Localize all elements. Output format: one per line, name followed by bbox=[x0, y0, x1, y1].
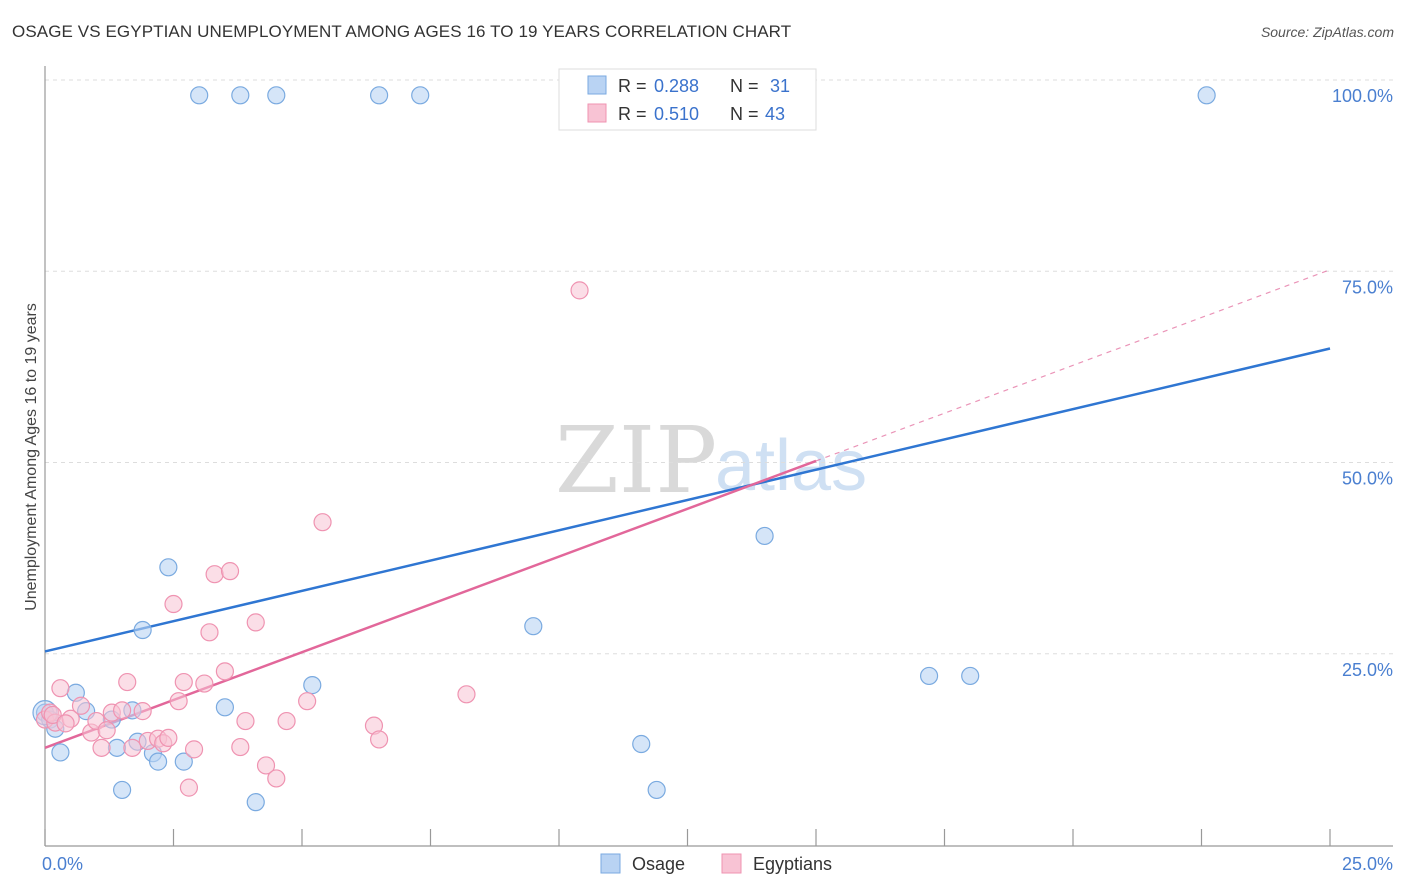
egyptians-point bbox=[256, 756, 276, 775]
osage-point bbox=[107, 738, 127, 757]
x-tick-label: 25.0% bbox=[1342, 854, 1393, 874]
source-label: Source: ZipAtlas.com bbox=[1260, 24, 1394, 40]
osage-point bbox=[411, 86, 430, 105]
osage-point bbox=[303, 676, 322, 695]
osage-point bbox=[159, 558, 178, 577]
osage-point bbox=[148, 752, 168, 771]
bottom-legend: Osage Egyptians bbox=[600, 853, 832, 874]
trend-lines bbox=[44, 269, 1331, 750]
osage-point bbox=[231, 86, 250, 105]
egyptians-point bbox=[205, 565, 224, 584]
watermark-atlas: atlas bbox=[715, 426, 867, 506]
osage-swatch bbox=[587, 75, 607, 95]
egyptians-point bbox=[370, 730, 389, 749]
egyptians-n-value: 43 bbox=[765, 104, 785, 124]
egyptians-point bbox=[112, 701, 132, 720]
legend-egyptians-swatch bbox=[721, 853, 742, 874]
tick-labels: 25.0% 50.0% 75.0% 100.0% 0.0% 25.0% bbox=[42, 86, 1393, 874]
egyptians-points bbox=[35, 281, 589, 797]
x-tick-label: 0.0% bbox=[42, 854, 83, 874]
osage-point bbox=[190, 86, 209, 105]
egyptians-point bbox=[56, 714, 75, 733]
osage-point bbox=[133, 620, 152, 640]
egyptians-point bbox=[159, 728, 178, 748]
osage-n-value: 31 bbox=[770, 76, 790, 96]
egyptians-point bbox=[97, 721, 116, 740]
egyptians-point bbox=[51, 679, 70, 698]
egyptians-trend-line bbox=[44, 459, 817, 750]
legend-osage-swatch bbox=[600, 853, 621, 874]
osage-point bbox=[524, 617, 543, 636]
y-axis-label: Unemployment Among Ages 16 to 19 years bbox=[23, 303, 40, 611]
watermark-zip: ZIP bbox=[555, 407, 717, 514]
gridlines bbox=[45, 79, 1393, 655]
egyptians-point bbox=[92, 738, 111, 757]
egyptians-point bbox=[164, 594, 183, 614]
egyptians-n-label: N = bbox=[730, 104, 759, 124]
egyptians-point bbox=[200, 623, 219, 642]
egyptians-point bbox=[246, 613, 265, 632]
egyptians-point bbox=[179, 778, 199, 797]
legend-osage-label: Osage bbox=[632, 854, 685, 874]
egyptians-point bbox=[457, 685, 476, 704]
egyptians-r-value: 0.510 bbox=[654, 104, 699, 124]
egyptians-point bbox=[298, 692, 317, 711]
osage-point bbox=[370, 86, 389, 105]
egyptians-point bbox=[570, 281, 589, 300]
osage-point bbox=[174, 752, 193, 771]
osage-r-value: 0.288 bbox=[654, 76, 699, 96]
egyptians-point bbox=[169, 692, 188, 711]
egyptians-point bbox=[184, 740, 204, 759]
osage-point bbox=[961, 666, 980, 686]
osage-point bbox=[919, 666, 939, 686]
egyptians-point bbox=[236, 711, 255, 731]
y-tick-label: 100.0% bbox=[1332, 86, 1393, 106]
egyptians-swatch bbox=[587, 103, 607, 123]
osage-point bbox=[267, 86, 286, 105]
osage-point bbox=[215, 698, 234, 717]
egyptians-point bbox=[231, 737, 250, 757]
y-tick-label: 75.0% bbox=[1342, 277, 1393, 297]
osage-r-label: R = bbox=[618, 76, 647, 96]
osage-trend-line bbox=[44, 347, 1331, 653]
osage-point bbox=[112, 780, 132, 800]
chart-title: OSAGE VS EGYPTIAN UNEMPLOYMENT AMONG AGE… bbox=[12, 22, 792, 41]
egyptians-point bbox=[43, 705, 62, 725]
egyptians-point bbox=[313, 513, 332, 532]
osage-point bbox=[246, 793, 265, 812]
egyptians-point bbox=[118, 672, 137, 692]
egyptians-point bbox=[133, 702, 152, 721]
y-tick-label: 25.0% bbox=[1342, 660, 1393, 680]
osage-n-label: N = bbox=[730, 76, 759, 96]
egyptians-point bbox=[215, 662, 234, 681]
osage-point bbox=[51, 743, 70, 762]
legend-egyptians-label: Egyptians bbox=[753, 854, 832, 874]
osage-point bbox=[1197, 86, 1216, 105]
osage-point bbox=[647, 780, 666, 800]
egyptians-trend-extension bbox=[815, 269, 1331, 462]
y-tick-label: 50.0% bbox=[1342, 469, 1393, 489]
egyptians-point bbox=[220, 562, 240, 581]
egyptians-point bbox=[277, 711, 296, 731]
egyptians-point bbox=[174, 672, 193, 692]
egyptians-point bbox=[195, 674, 214, 693]
watermark: ZIP atlas bbox=[555, 407, 867, 514]
egyptians-r-label: R = bbox=[618, 104, 647, 124]
egyptians-point bbox=[71, 696, 91, 715]
stats-legend: R = 0.288 N = 31 R = 0.510 N = 43 bbox=[558, 68, 817, 131]
osage-point bbox=[632, 734, 651, 754]
egyptians-point bbox=[267, 769, 286, 788]
osage-point bbox=[755, 526, 774, 546]
egyptians-point bbox=[123, 738, 142, 757]
